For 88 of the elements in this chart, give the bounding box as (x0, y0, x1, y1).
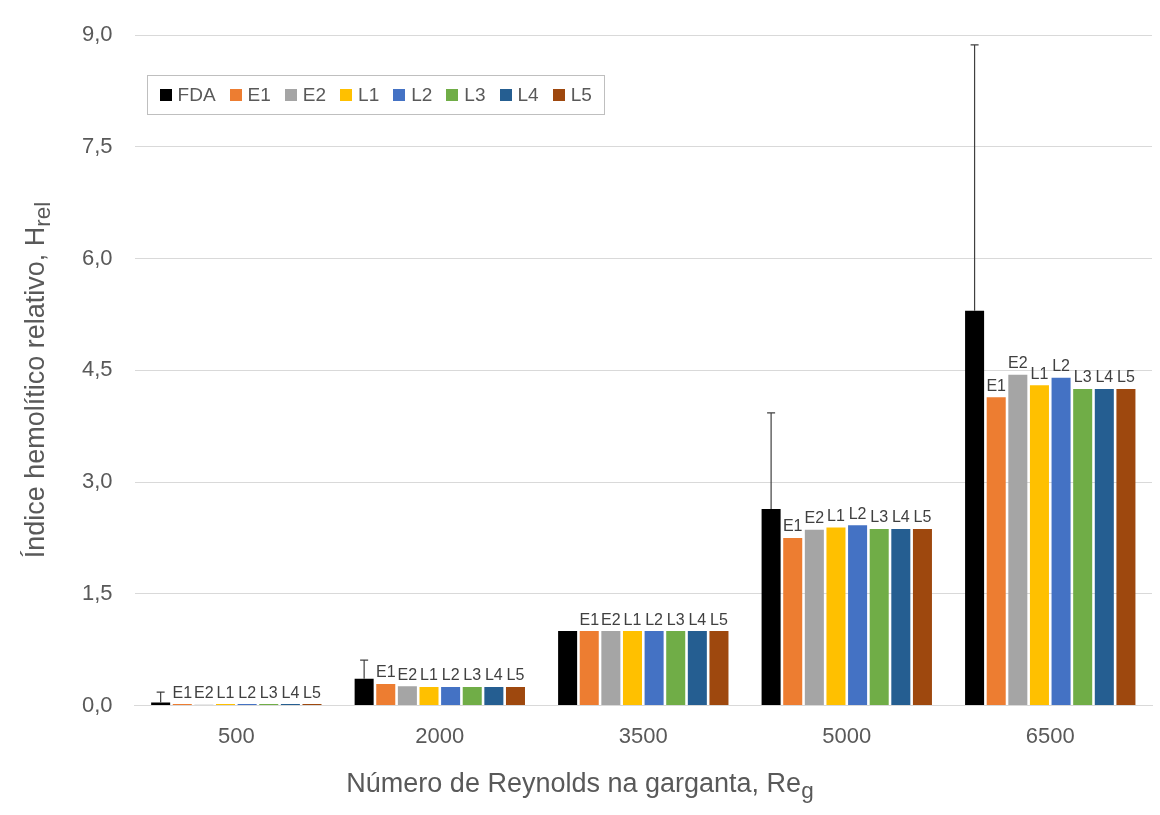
y-tick-label: 1,5 (81, 579, 113, 605)
y-tick-label: 6,0 (81, 244, 113, 270)
x-tick-label: 5000 (822, 722, 872, 748)
data-label: L2 (238, 683, 257, 701)
data-label: L3 (666, 610, 685, 628)
bar (783, 538, 803, 706)
bar (397, 686, 417, 706)
bar (484, 686, 504, 706)
bar (826, 527, 846, 706)
data-label: E2 (601, 610, 621, 628)
data-label: L2 (645, 610, 664, 628)
data-label: E1 (172, 683, 193, 701)
legend-label: FDA (177, 84, 216, 107)
data-label: L1 (420, 666, 438, 684)
x-tick-label: 500 (217, 722, 255, 748)
bar (622, 631, 642, 706)
data-label: E1 (375, 663, 396, 681)
data-label: E2 (1008, 354, 1028, 372)
y-tick-label: 0,0 (81, 691, 113, 717)
bar (376, 684, 396, 706)
data-label: L5 (710, 610, 728, 628)
data-label: L3 (1073, 368, 1092, 386)
x-axis-title: Número de Reynolds na garganta, Re$_{g}$ (345, 768, 815, 805)
legend-label: L3 (464, 84, 486, 107)
x-tick-label: 3500 (618, 722, 668, 748)
data-label: E2 (397, 665, 418, 683)
bar (891, 529, 911, 706)
bar (912, 529, 932, 706)
legend-label: E1 (247, 84, 271, 107)
data-label: L1 (1030, 364, 1049, 382)
bar (419, 686, 439, 706)
bar (462, 686, 482, 706)
bar (1008, 374, 1028, 706)
y-tick-label: 7,5 (81, 133, 113, 158)
data-label: L2 (1052, 357, 1071, 375)
bar (1116, 389, 1136, 706)
legend-label: L2 (411, 84, 433, 107)
data-label: L1 (623, 610, 642, 628)
data-label: E1 (782, 517, 803, 535)
data-label: E2 (804, 509, 825, 527)
x-tick-label: 6500 (1025, 722, 1075, 748)
legend-label: L5 (570, 84, 592, 107)
x-tick-label: 2000 (415, 722, 465, 748)
bar (804, 529, 824, 706)
bar (848, 525, 868, 706)
data-label: L4 (484, 666, 503, 684)
bar (644, 631, 664, 706)
bar (965, 310, 985, 706)
bar (761, 508, 781, 706)
data-label: L5 (1117, 368, 1135, 386)
bar (709, 631, 729, 706)
data-label: E1 (986, 376, 1007, 394)
data-label: L3 (463, 666, 482, 684)
bar (869, 529, 889, 706)
legend-label: L4 (517, 84, 539, 107)
data-label: L5 (913, 508, 932, 526)
data-label: L4 (1095, 368, 1114, 386)
y-tick-label: 9,0 (81, 21, 113, 47)
bar (558, 631, 578, 706)
data-label: L2 (848, 504, 867, 522)
data-label: L3 (870, 508, 889, 526)
bar (1051, 377, 1071, 706)
y-tick-label: 3,0 (81, 468, 113, 494)
legend-label: E2 (302, 84, 327, 107)
bar (354, 678, 374, 706)
data-label: L4 (688, 610, 707, 628)
data-label: E1 (579, 610, 600, 628)
data-label: E2 (194, 684, 214, 702)
bar (1073, 389, 1093, 706)
bar (666, 631, 686, 706)
bar (601, 631, 621, 706)
data-label: L3 (259, 683, 278, 701)
data-label: L2 (441, 666, 460, 684)
data-label: L5 (303, 683, 321, 701)
legend-label: L1 (358, 84, 380, 107)
data-label: L1 (827, 506, 845, 524)
data-label: L4 (891, 508, 910, 526)
bar (579, 631, 599, 706)
data-label: L1 (216, 683, 235, 701)
bar (441, 686, 461, 706)
data-label: L5 (506, 666, 525, 684)
bar (505, 686, 525, 706)
y-tick-label: 4,5 (81, 356, 113, 382)
data-label: L4 (281, 683, 300, 701)
bar (986, 397, 1006, 706)
bar (1029, 385, 1049, 706)
bar (1094, 389, 1114, 706)
bar (687, 631, 707, 706)
